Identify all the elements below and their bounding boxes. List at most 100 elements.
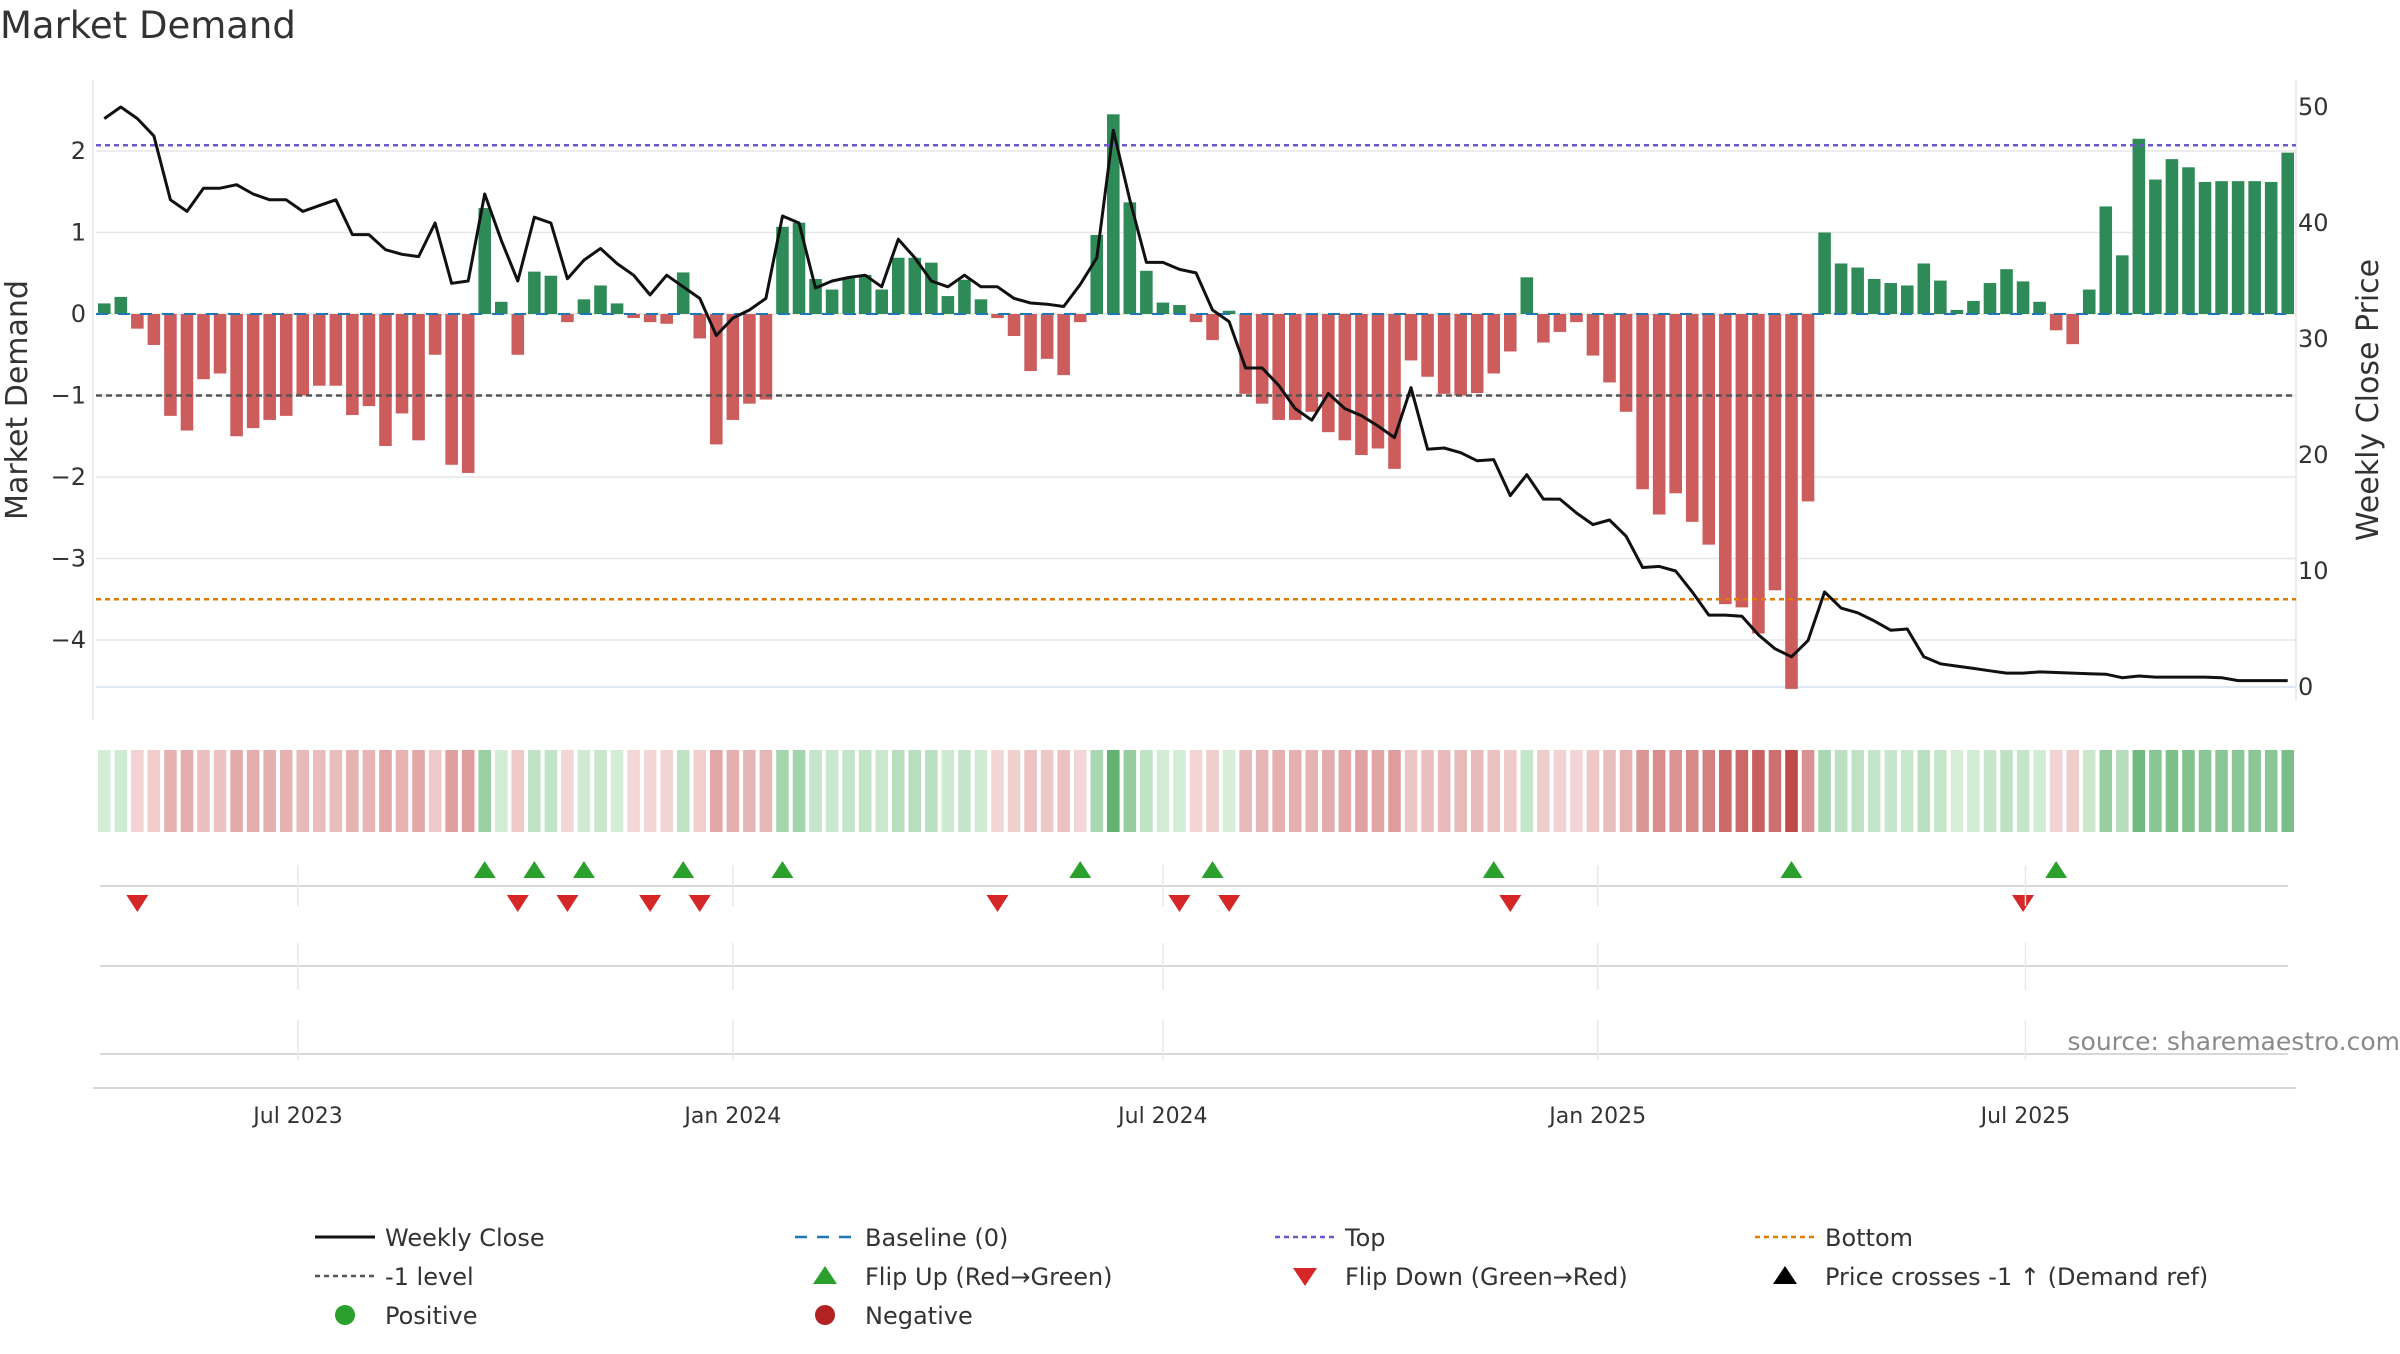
demand-bar [1702,314,1715,545]
heat-cell [2066,750,2079,832]
demand-bar [1074,314,1087,322]
heat-cell [1818,750,1831,832]
right-axis-label: Weekly Close Price [2351,259,2386,541]
right-tick-label: 50 [2298,93,2329,121]
demand-bar [164,314,177,416]
heat-cell [1884,750,1897,832]
flip-up-marker [523,861,545,878]
heat-cell [710,750,723,832]
legend-marker-dot [815,1305,835,1325]
flip-up-marker [2045,861,2067,878]
heat-cell [1769,750,1782,832]
demand-bar [826,290,839,314]
demand-bar [1256,314,1269,404]
demand-bar [644,314,657,322]
demand-bar [115,297,128,314]
right-tick-label: 40 [2298,209,2329,237]
heat-cell [727,750,740,832]
heat-cell [230,750,243,832]
demand-bar [1322,314,1335,432]
heat-cell [98,750,111,832]
heat-cell [561,750,574,832]
heat-cell [1554,750,1567,832]
demand-bar [2166,159,2179,314]
legend-label: Bottom [1825,1224,1913,1252]
demand-bar [1041,314,1054,359]
heat-cell [2166,750,2179,832]
demand-bar [1587,314,1600,356]
heat-cell [644,750,657,832]
demand-bar [2066,314,2079,344]
flip-down-marker [987,895,1009,912]
heat-cell [627,750,640,832]
heat-cell [1785,750,1798,832]
demand-bar [875,290,888,314]
left-tick-label: −2 [51,463,86,491]
demand-bar [2149,180,2162,314]
demand-bar [1206,314,1219,340]
heat-cell [1140,750,1153,832]
demand-bar [1405,314,1418,360]
heat-cell [1306,750,1319,832]
heat-cell [346,750,359,832]
heat-cell [1669,750,1682,832]
heat-cell [148,750,161,832]
demand-bar [1487,314,1500,373]
heat-cell [1438,750,1451,832]
demand-bar [396,314,409,413]
demand-bar [296,314,309,396]
legend-label: Weekly Close [385,1224,545,1252]
chart-title: Market Demand [0,4,296,47]
heat-cell [809,750,822,832]
demand-bar [2033,302,2046,314]
heat-cell [1157,750,1170,832]
heat-cell [396,750,409,832]
demand-bar [1851,268,1864,314]
source-label: source: sharemaestro.com [2068,1027,2400,1056]
demand-bar [594,285,607,314]
flip-down-marker [1499,895,1521,912]
demand-bar [842,277,855,314]
heat-cell [991,750,1004,832]
reference-lines [96,145,2296,599]
heat-cell [743,750,756,832]
heat-cell [1521,750,1534,832]
demand-bar [346,314,359,415]
heat-cell [379,750,392,832]
left-axis-label: Market Demand [0,280,35,520]
demand-bar [1438,314,1451,394]
demand-bar [545,276,558,314]
heat-cell [2099,750,2112,832]
demand-bar [1454,314,1467,396]
demand-bar [1636,314,1649,489]
legend-label: Negative [865,1302,973,1330]
demand-bar [1024,314,1037,371]
demand-bar [197,314,210,379]
flip-down-marker [556,895,578,912]
heat-cell [594,750,607,832]
demand-bar [280,314,293,416]
demand-bar [363,314,376,406]
date-tick-label: Jul 2025 [1979,1104,2071,1129]
left-tick-label: −3 [51,545,86,573]
demand-bar [1355,314,1368,455]
heat-cell [578,750,591,832]
legend-label: -1 level [385,1263,474,1291]
legend-marker-triangle-up [813,1266,837,1284]
heat-cell [1686,750,1699,832]
heat-cell [1256,750,1269,832]
heat-cell [330,750,343,832]
heat-cell [1041,750,1054,832]
heat-cell [1620,750,1633,832]
heat-cell [2265,750,2278,832]
legend-label: Positive [385,1302,478,1330]
heat-cell [2215,750,2228,832]
heat-cell [429,750,442,832]
heat-cell [462,750,475,832]
heat-cell [1802,750,1815,832]
demand-bar [1752,314,1765,633]
